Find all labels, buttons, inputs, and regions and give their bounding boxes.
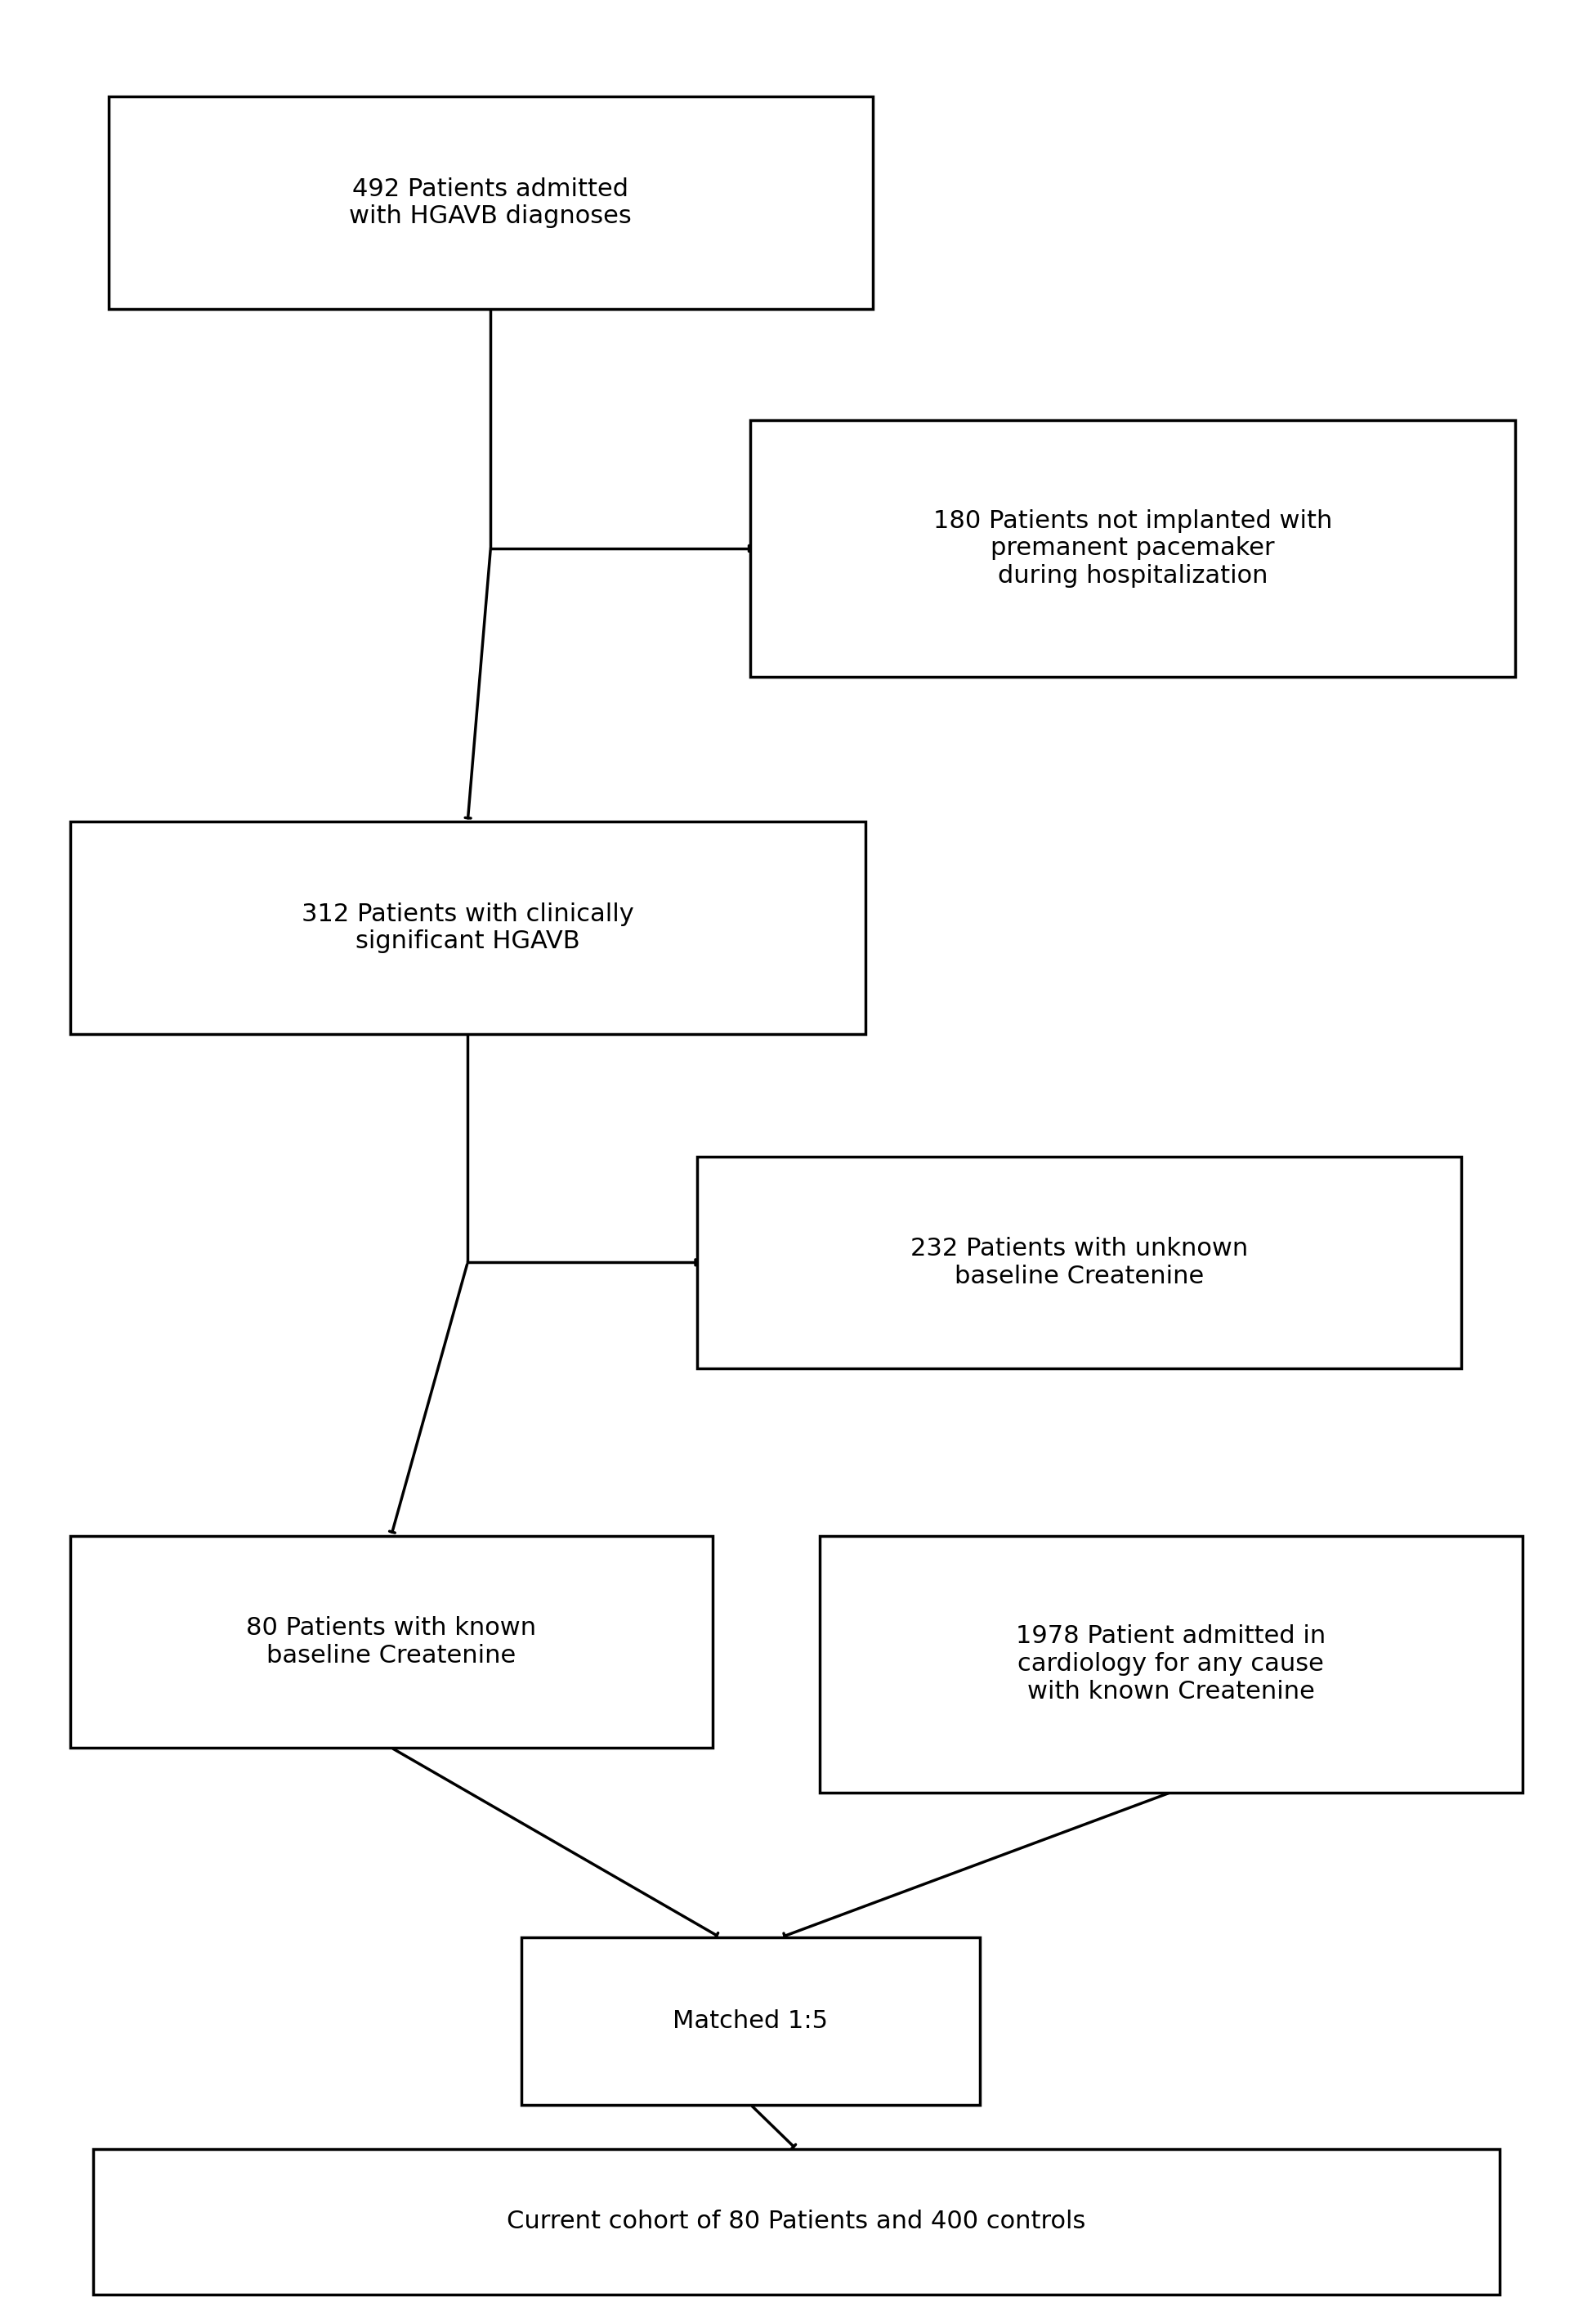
FancyBboxPatch shape: [108, 98, 872, 309]
FancyBboxPatch shape: [70, 823, 864, 1034]
Text: 180 Patients not implanted with
premanent pacemaker
during hospitalization: 180 Patients not implanted with premanen…: [933, 509, 1331, 588]
FancyBboxPatch shape: [750, 421, 1514, 676]
Text: 492 Patients admitted
with HGAVB diagnoses: 492 Patients admitted with HGAVB diagnos…: [349, 177, 632, 228]
Text: 80 Patients with known
baseline Createnine: 80 Patients with known baseline Createni…: [245, 1615, 537, 1666]
FancyBboxPatch shape: [521, 1938, 979, 2106]
FancyBboxPatch shape: [70, 1536, 712, 1748]
Text: 312 Patients with clinically
significant HGAVB: 312 Patients with clinically significant…: [301, 902, 634, 953]
Text: 1978 Patient admitted in
cardiology for any cause
with known Createnine: 1978 Patient admitted in cardiology for …: [1016, 1624, 1325, 1703]
FancyBboxPatch shape: [697, 1157, 1461, 1369]
FancyBboxPatch shape: [818, 1536, 1522, 1792]
FancyBboxPatch shape: [92, 2150, 1500, 2294]
Text: Matched 1:5: Matched 1:5: [672, 2008, 828, 2034]
Text: Current cohort of 80 Patients and 400 controls: Current cohort of 80 Patients and 400 co…: [506, 2210, 1086, 2233]
Text: 232 Patients with unknown
baseline Createnine: 232 Patients with unknown baseline Creat…: [911, 1236, 1248, 1287]
